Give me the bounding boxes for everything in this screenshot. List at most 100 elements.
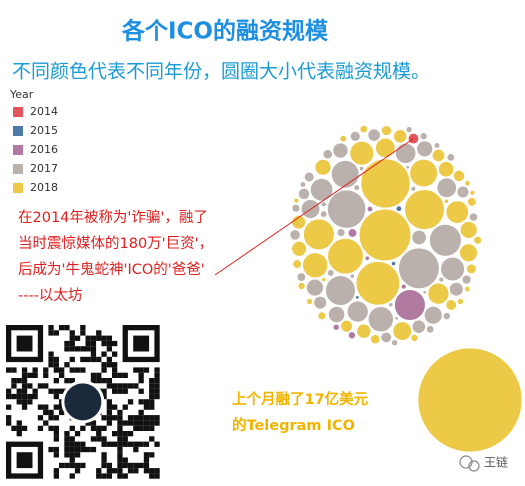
qr-cell (143, 441, 150, 447)
watermark-text: 王链 (484, 455, 508, 470)
qr-cell (16, 393, 22, 400)
qr-cell (59, 325, 65, 331)
qr-cell (69, 378, 75, 384)
qr-cell (6, 388, 12, 394)
qr-cell (69, 425, 75, 431)
bubble (332, 323, 340, 331)
legend-label: 2017 (30, 162, 58, 175)
bubble (296, 272, 307, 282)
qr-cell (154, 468, 160, 474)
bubble (349, 273, 355, 279)
bubble (291, 240, 307, 257)
legend-swatch (13, 164, 23, 174)
qr-cell (74, 431, 81, 437)
bubble (358, 208, 412, 262)
qr-cell (122, 404, 128, 410)
qr-cell (80, 346, 86, 352)
bubble (297, 187, 311, 200)
qr-cell (53, 367, 59, 373)
qr-cell (106, 468, 112, 474)
qr-cell (143, 367, 150, 373)
qr-cell (53, 362, 59, 368)
qr-cell (11, 367, 17, 373)
bubble (366, 205, 374, 213)
bubble (356, 323, 372, 339)
qr-cell (149, 468, 155, 474)
qr-cell (149, 404, 155, 410)
qr-cell (117, 436, 123, 442)
qr-cell (138, 378, 144, 384)
qr-cell (48, 388, 54, 394)
qr-cell (149, 452, 155, 458)
qr-cell (117, 372, 123, 378)
qr-cell (133, 383, 139, 389)
bubble (468, 212, 479, 222)
qr-cell (112, 351, 118, 357)
qr-cell (43, 409, 49, 416)
qr-cell (80, 462, 86, 469)
bubble (317, 311, 327, 321)
bubbles (289, 124, 523, 453)
qr-cell (138, 441, 144, 447)
bubble (339, 134, 348, 143)
qr-cell (149, 388, 155, 394)
qr-cell (85, 420, 91, 426)
qr-cell (64, 325, 70, 331)
bubble (367, 306, 394, 333)
qr-cell (96, 372, 102, 378)
qr-cell (154, 383, 160, 389)
bubble (395, 142, 417, 164)
bubble (419, 132, 428, 141)
qr-cell (106, 356, 112, 363)
qr-cell (48, 351, 54, 357)
qr-cell (101, 393, 107, 400)
qr-cell (69, 457, 75, 463)
bubble (306, 278, 324, 297)
qr-cell (122, 473, 128, 479)
bubble (292, 259, 302, 269)
qr-cell (143, 404, 150, 410)
qr-cell (90, 340, 97, 347)
qr-cell (101, 452, 107, 458)
qr-cell (21, 393, 28, 400)
qr-cell (112, 383, 118, 389)
qr-cell (112, 340, 118, 347)
qr-cell (21, 378, 28, 384)
qr-cell (154, 372, 160, 378)
qr-cell (96, 468, 102, 474)
qr-cell (32, 388, 38, 394)
legend: 2014 2015 2016 2017 2018 (13, 105, 58, 194)
qr-cell (122, 457, 128, 463)
bubble (440, 256, 465, 282)
qr-cell (64, 362, 70, 368)
bubble (289, 229, 301, 241)
bubble (394, 289, 426, 321)
qr-cell (133, 367, 139, 373)
qr-cell (80, 325, 86, 331)
annotation-text: 后成为'牛鬼蛇神'ICO的'爸爸' (18, 261, 205, 278)
qr-cell (101, 351, 107, 357)
qr-cell (37, 383, 44, 389)
qr-cell (117, 468, 123, 474)
bubble (443, 198, 449, 204)
bubble (409, 158, 438, 188)
qr-cell (48, 325, 54, 331)
qr-cell (43, 372, 49, 378)
qr-cell (112, 367, 118, 373)
qr-cell (154, 473, 160, 479)
qr-cell (6, 415, 12, 421)
qr-cell (154, 367, 160, 373)
bubble (459, 243, 478, 263)
qr-cell (117, 420, 123, 426)
qr-cell (112, 441, 118, 447)
qr-cell (106, 340, 112, 347)
bubble (459, 221, 478, 239)
bubble (297, 282, 306, 290)
qr-cell (21, 367, 28, 373)
qr-cell (154, 378, 160, 384)
bubble (423, 305, 443, 325)
qr-cell (90, 378, 97, 384)
legend-swatch (13, 107, 23, 117)
qr-cell (21, 399, 28, 405)
